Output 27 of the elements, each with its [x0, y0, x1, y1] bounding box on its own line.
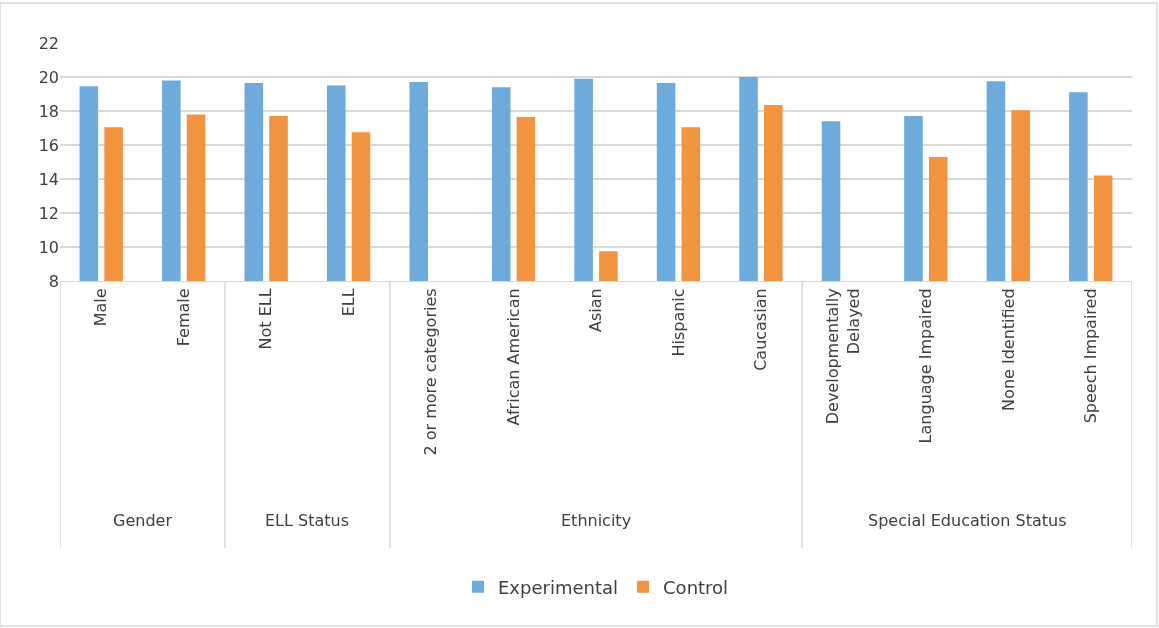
x-tick-label: 2 or more categories: [421, 288, 441, 456]
legend-label: Control: [663, 576, 729, 598]
text: ELL Status: [265, 511, 350, 530]
legend-label: Experimental: [498, 576, 619, 598]
x-tick-label: Female: [173, 288, 193, 347]
x-tick-label: Speech Impaired: [1080, 288, 1100, 424]
text: Ethnicity: [561, 511, 632, 530]
y-tick-label: 16: [38, 135, 59, 155]
y-tick-label: 22: [38, 33, 59, 53]
y-tick-label: 18: [38, 101, 59, 121]
x-tick-label: Developmentally Delayed: [823, 288, 863, 425]
x-tick-label: Asian: [586, 288, 606, 333]
y-tick-label: 8: [48, 271, 59, 291]
x-tick-label: ELL: [338, 288, 358, 317]
text: Gender: [113, 511, 173, 530]
x-tick-label: Caucasian: [751, 288, 771, 371]
y-tick-label: 20: [38, 67, 59, 87]
y-tick-label: 14: [38, 169, 59, 189]
text: Special Education Status: [868, 511, 1067, 530]
x-tick-label: Not ELL: [256, 288, 276, 350]
x-tick-label: Hispanic: [668, 288, 688, 357]
y-tick-label: 10: [38, 237, 59, 257]
x-tick-label: African American: [503, 288, 523, 426]
x-tick-label: Male: [91, 288, 111, 327]
x-tick-label: Language Impaired: [916, 288, 936, 444]
y-tick-label: 12: [38, 203, 59, 223]
x-tick-label: None Identified: [998, 288, 1018, 411]
